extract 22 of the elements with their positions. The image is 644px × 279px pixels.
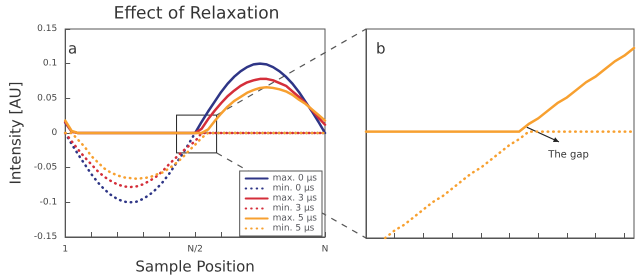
legend-label: max. 5 µs (272, 214, 318, 224)
y-tick-label: -0.1 (40, 197, 58, 208)
legend-label: min. 3 µs (272, 204, 315, 214)
y-tick-label: 0.15 (37, 24, 58, 34)
annotation: The gap (547, 150, 589, 161)
legend-label: min. 0 µs (272, 184, 315, 194)
y-tick-label: 0.1 (42, 58, 58, 69)
y-tick-label: -0.15 (34, 232, 58, 242)
legend-label: max. 3 µs (272, 194, 318, 204)
annotation: a (68, 40, 78, 58)
y-tick-label: -0.05 (34, 162, 58, 173)
chart-title: Effect of Relaxation (114, 4, 280, 24)
y-tick-label: 0.05 (37, 93, 58, 104)
x-tick-label: N (322, 244, 328, 254)
annotation: b (376, 40, 386, 58)
x-axis-title: Sample Position (135, 258, 255, 276)
legend-label: max. 0 µs (272, 174, 318, 184)
x-tick-label: 1 (62, 244, 68, 254)
y-tick-label: 0 (51, 128, 58, 138)
legend-label: min. 5 µs (272, 224, 315, 234)
x-tick-label: N/2 (187, 244, 203, 254)
y-axis-title: Intensity [AU] (6, 81, 24, 185)
